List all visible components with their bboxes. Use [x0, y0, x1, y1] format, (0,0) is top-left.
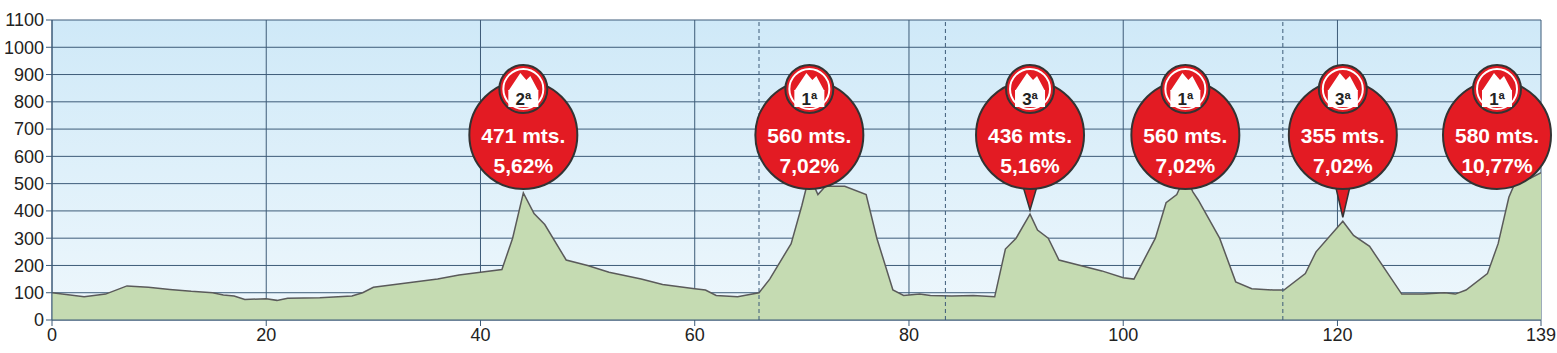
svg-text:800: 800	[14, 92, 44, 112]
svg-text:5,16%: 5,16%	[1000, 154, 1060, 177]
svg-text:80: 80	[899, 325, 919, 345]
svg-text:3ª: 3ª	[1022, 90, 1038, 109]
svg-text:7,02%: 7,02%	[1156, 154, 1216, 177]
svg-text:60: 60	[685, 325, 705, 345]
svg-text:1ª: 1ª	[801, 90, 817, 109]
svg-text:0: 0	[47, 325, 57, 345]
svg-text:355 mts.: 355 mts.	[1301, 124, 1385, 147]
svg-text:1100: 1100	[5, 10, 44, 30]
svg-text:40: 40	[470, 325, 490, 345]
svg-text:900: 900	[14, 65, 44, 85]
svg-text:20: 20	[256, 325, 276, 345]
svg-text:3ª: 3ª	[1335, 90, 1351, 109]
svg-text:700: 700	[14, 119, 44, 139]
svg-text:200: 200	[14, 256, 44, 276]
svg-text:1000: 1000	[4, 38, 44, 58]
svg-text:2ª: 2ª	[515, 90, 531, 109]
svg-text:471 mts.: 471 mts.	[481, 124, 565, 147]
svg-text:10,77%: 10,77%	[1461, 154, 1533, 177]
svg-text:100: 100	[1108, 325, 1138, 345]
svg-text:300: 300	[14, 229, 44, 249]
svg-text:600: 600	[14, 147, 44, 167]
svg-text:5,62%: 5,62%	[494, 154, 554, 177]
svg-text:560 mts.: 560 mts.	[1143, 124, 1227, 147]
svg-text:100: 100	[14, 283, 44, 303]
svg-text:560 mts.: 560 mts.	[767, 124, 851, 147]
svg-text:1ª: 1ª	[1177, 90, 1193, 109]
svg-text:580 mts.: 580 mts.	[1455, 124, 1539, 147]
svg-text:0: 0	[34, 310, 44, 330]
svg-text:139: 139	[1526, 325, 1556, 345]
svg-text:500: 500	[14, 174, 44, 194]
svg-text:7,02%: 7,02%	[1313, 154, 1373, 177]
svg-text:120: 120	[1322, 325, 1352, 345]
svg-text:436 mts.: 436 mts.	[988, 124, 1072, 147]
svg-text:400: 400	[14, 201, 44, 221]
svg-text:7,02%: 7,02%	[780, 154, 840, 177]
svg-text:1ª: 1ª	[1489, 90, 1505, 109]
